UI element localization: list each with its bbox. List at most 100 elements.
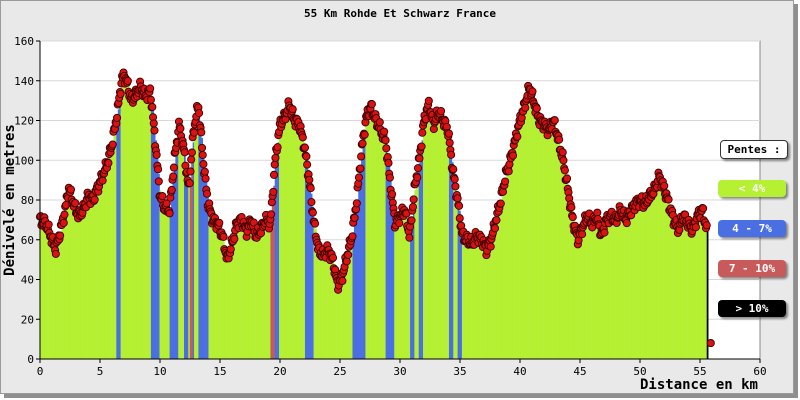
slope-bar: [424, 118, 427, 359]
x-tick-label: 60: [753, 365, 766, 378]
elevation-point: [445, 138, 454, 147]
elevation-point: [104, 158, 113, 168]
elevation-point: [230, 234, 239, 243]
slope-bar: [512, 152, 515, 359]
slope-bar: [45, 223, 48, 359]
slope-bar: [520, 117, 523, 359]
elevation-point: [271, 153, 280, 162]
slope-bar: [544, 124, 546, 359]
slope-bar: [659, 176, 661, 359]
slope-bar: [436, 118, 438, 359]
slope-bar: [192, 142, 195, 359]
slope-bar: [407, 222, 409, 359]
slope-bar: [293, 117, 296, 359]
elevation-point: [288, 105, 297, 114]
elevation-point: [305, 175, 314, 184]
slope-bar: [78, 215, 81, 359]
elevation-point: [190, 128, 199, 137]
elevation-point: [407, 216, 416, 225]
slope-bar: [292, 112, 294, 359]
elevation-point: [152, 150, 161, 159]
elevation-point: [270, 160, 279, 169]
elevation-point: [44, 220, 53, 229]
elevation-point: [169, 163, 178, 172]
elevation-point: [381, 136, 390, 145]
slope-bar: [55, 248, 58, 359]
slope-bar: [706, 229, 709, 359]
slope-bar: [205, 182, 208, 359]
elevation-point: [578, 230, 587, 239]
slope-bar: [348, 251, 350, 359]
slope-bar: [702, 209, 705, 359]
slope-bar: [624, 217, 627, 359]
slope-bar: [241, 219, 244, 359]
slope-bar: [575, 231, 578, 359]
slope-bar: [690, 227, 693, 359]
slope-bar: [639, 200, 641, 359]
legend-item-gt10: > 10%: [718, 300, 786, 317]
slope-bar: [207, 195, 209, 359]
slope-bar: [571, 210, 574, 359]
slope-bar: [88, 196, 91, 359]
elevation-point: [358, 139, 367, 148]
slope-bar: [235, 227, 238, 359]
slope-bar: [382, 134, 385, 359]
slope-bar: [600, 229, 602, 359]
slope-bar: [670, 210, 673, 359]
slope-bar: [506, 172, 509, 359]
slope-bar: [263, 224, 265, 359]
slope-bar: [366, 115, 369, 359]
elevation-point: [215, 218, 224, 227]
slope-bar: [238, 222, 241, 359]
slope-bar: [184, 150, 186, 359]
elevation-point: [146, 95, 155, 104]
slope-bar: [474, 238, 477, 359]
slope-bar: [355, 210, 358, 359]
elevation-point: [600, 228, 609, 237]
slope-bar: [630, 211, 633, 359]
slope-bar: [133, 97, 136, 360]
elevation-point: [187, 148, 196, 157]
slope-bar: [251, 221, 254, 359]
slope-bar: [286, 112, 288, 359]
slope-bar: [703, 216, 706, 359]
slope-bar: [584, 223, 587, 359]
elevation-point: [350, 213, 359, 222]
elevation-point: [496, 199, 505, 208]
slope-bar: [685, 219, 687, 359]
slope-bar: [153, 125, 156, 359]
elevation-point: [567, 203, 576, 212]
slope-bar: [333, 264, 336, 359]
slope-bar: [438, 113, 441, 359]
slope-bar: [603, 231, 605, 359]
slope-bar: [364, 133, 366, 359]
slope-bar: [451, 162, 454, 359]
slope-bar: [237, 223, 240, 359]
elevation-point: [219, 232, 228, 241]
slope-bar: [365, 123, 368, 359]
elevation-point: [90, 195, 99, 204]
slope-bar: [90, 198, 93, 359]
elevation-point: [308, 208, 317, 217]
slope-bar: [99, 184, 101, 359]
elevation-point: [417, 142, 426, 151]
x-tick-label: 40: [513, 365, 526, 378]
slope-bar: [567, 184, 569, 359]
elevation-point: [56, 231, 65, 240]
slope-bar: [109, 156, 111, 359]
slope-bar: [405, 215, 408, 359]
slope-bar: [644, 203, 647, 359]
slope-bar: [91, 199, 94, 359]
elevation-point: [702, 221, 711, 230]
slope-bar: [577, 237, 579, 359]
elevation-point: [413, 164, 423, 173]
slope-bar: [679, 227, 682, 359]
slope-bar: [631, 209, 634, 359]
slope-bar: [52, 242, 55, 359]
slope-bar: [165, 208, 168, 359]
elevation-point: [108, 140, 117, 149]
slope-bar: [361, 155, 363, 359]
slope-bar: [476, 236, 479, 359]
slope-bar: [666, 196, 669, 359]
slope-bar: [117, 109, 120, 360]
